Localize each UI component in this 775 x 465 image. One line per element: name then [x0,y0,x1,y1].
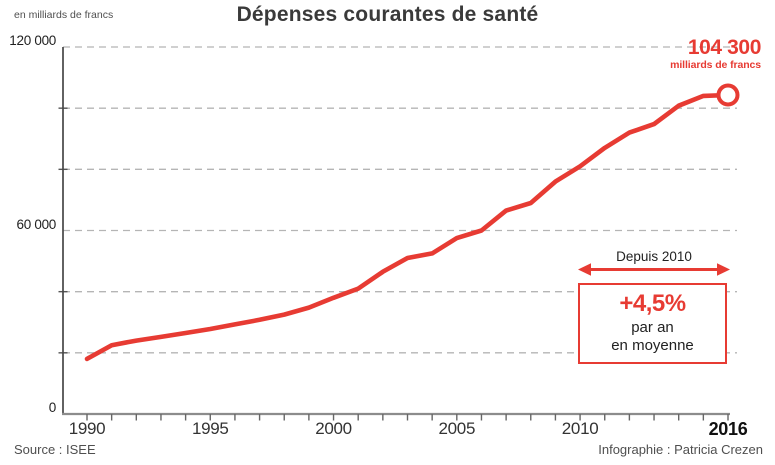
end-value-unit: milliards de francs [670,59,761,71]
range-label: Depuis 2010 [616,249,692,264]
x-axis-label-2000: 2000 [315,419,352,438]
x-axis-label-1995: 1995 [191,419,229,438]
growth-rate-line2: par an [631,319,674,336]
end-marker-circle [716,83,740,107]
x-axis-label-1990: 1990 [68,419,106,438]
x-axis-label-2005: 2005 [438,419,476,438]
y-axis-label-0: 0 [48,400,57,415]
end-value-callout: 104 300 milliards de francs [670,36,761,71]
source-credit: Source : ISEE [14,442,96,457]
end-value-number: 104 300 [687,36,762,59]
health-spending-line [84,92,731,362]
infographic-credit: Infographie : Patricia Crezen [598,442,763,457]
depuis-arrow-left-head [578,263,591,276]
chart-title: Dépenses courantes de santé [236,3,539,26]
x-axis-label-2010: 2010 [561,419,599,438]
growth-rate-value: +4,5% [619,290,686,317]
y-axis-label-120000: 120 000 [9,33,56,48]
depuis-arrow-right-head [717,263,730,276]
y-axis-label-60000: 60 000 [16,216,57,232]
growth-rate-line3: en moyenne [611,337,694,354]
growth-rate-box: +4,5% par an en moyenne [578,283,727,364]
y-axis-unit-label: en milliards de francs [14,9,114,21]
x-axis-label-2016: 2016 [708,419,748,439]
